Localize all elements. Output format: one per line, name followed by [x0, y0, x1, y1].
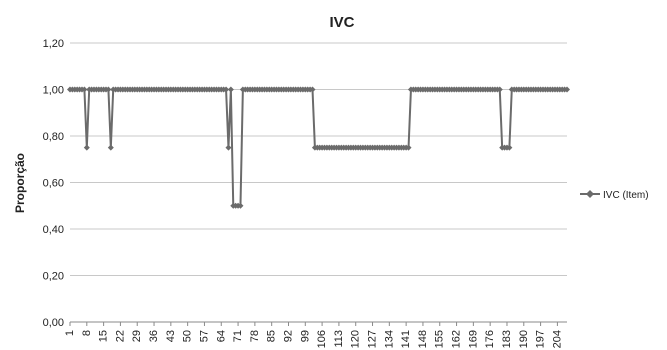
y-tick-label: 0,40	[43, 224, 64, 236]
x-tick-label: 8	[81, 330, 93, 336]
x-tick-label: 183	[501, 330, 513, 348]
data-point	[309, 86, 316, 93]
x-tick-label: 85	[266, 330, 278, 342]
x-tick-label: 134	[383, 330, 395, 348]
x-tick-label: 71	[232, 330, 244, 342]
y-tick-labels: 0,00 0,20 0,40 0,60 0,80 1,00 1,20	[43, 38, 64, 329]
legend: IVC (Item)	[580, 190, 649, 201]
y-tick-label: 0,00	[43, 317, 64, 329]
legend-marker-icon	[586, 190, 594, 198]
y-tick-label: 0,80	[43, 131, 64, 143]
data-point	[81, 86, 88, 93]
legend-label: IVC (Item)	[603, 190, 649, 201]
data-point	[105, 86, 112, 93]
y-axis-label: Proporção	[13, 153, 27, 213]
data-point	[83, 144, 90, 151]
x-tick-label: 50	[182, 330, 194, 342]
x-tick-label: 120	[350, 330, 362, 348]
data-point	[405, 144, 412, 151]
y-tick-label: 0,20	[43, 271, 64, 283]
x-tick-label: 29	[131, 330, 143, 342]
x-tick-label: 148	[417, 330, 429, 348]
y-tick-label: 1,00	[43, 85, 64, 97]
chart-title: IVC	[329, 14, 354, 31]
x-tick-label: 141	[400, 330, 412, 348]
series-ivc-item	[67, 86, 570, 209]
data-point	[496, 86, 503, 93]
x-tick-labels: 1 8 15 22 29 36 43 50 57 64 71 78 85 92 99 106 113 120 127…	[64, 322, 563, 348]
data-point	[237, 202, 244, 209]
x-tick-label: 22	[114, 330, 126, 342]
x-tick-label: 176	[484, 330, 496, 348]
data-point	[506, 144, 513, 151]
x-tick-label: 169	[467, 330, 479, 348]
data-point	[107, 144, 114, 151]
data-point	[223, 86, 230, 93]
y-tick-label: 0,60	[43, 178, 64, 190]
x-tick-label: 78	[249, 330, 261, 342]
x-tick-label: 64	[215, 330, 227, 342]
data-point	[225, 144, 232, 151]
x-tick-label: 155	[434, 330, 446, 348]
x-tick-label: 43	[165, 330, 177, 342]
x-tick-label: 204	[551, 330, 563, 348]
x-tick-label: 15	[98, 330, 110, 342]
x-tick-label: 162	[451, 330, 463, 348]
x-tick-label: 113	[333, 330, 345, 348]
data-point	[564, 86, 570, 93]
x-tick-label: 197	[535, 330, 547, 348]
x-tick-label: 106	[316, 330, 328, 348]
x-tick-label: 1	[64, 330, 76, 336]
x-tick-label: 92	[282, 330, 294, 342]
x-tick-label: 127	[367, 330, 379, 348]
x-tick-label: 190	[518, 330, 530, 348]
x-tick-label: 57	[198, 330, 210, 342]
y-tick-label: 1,20	[43, 38, 64, 50]
x-tick-label: 99	[299, 330, 311, 342]
gridlines	[70, 42, 567, 323]
data-point	[227, 86, 234, 93]
x-tick-label: 36	[148, 330, 160, 342]
